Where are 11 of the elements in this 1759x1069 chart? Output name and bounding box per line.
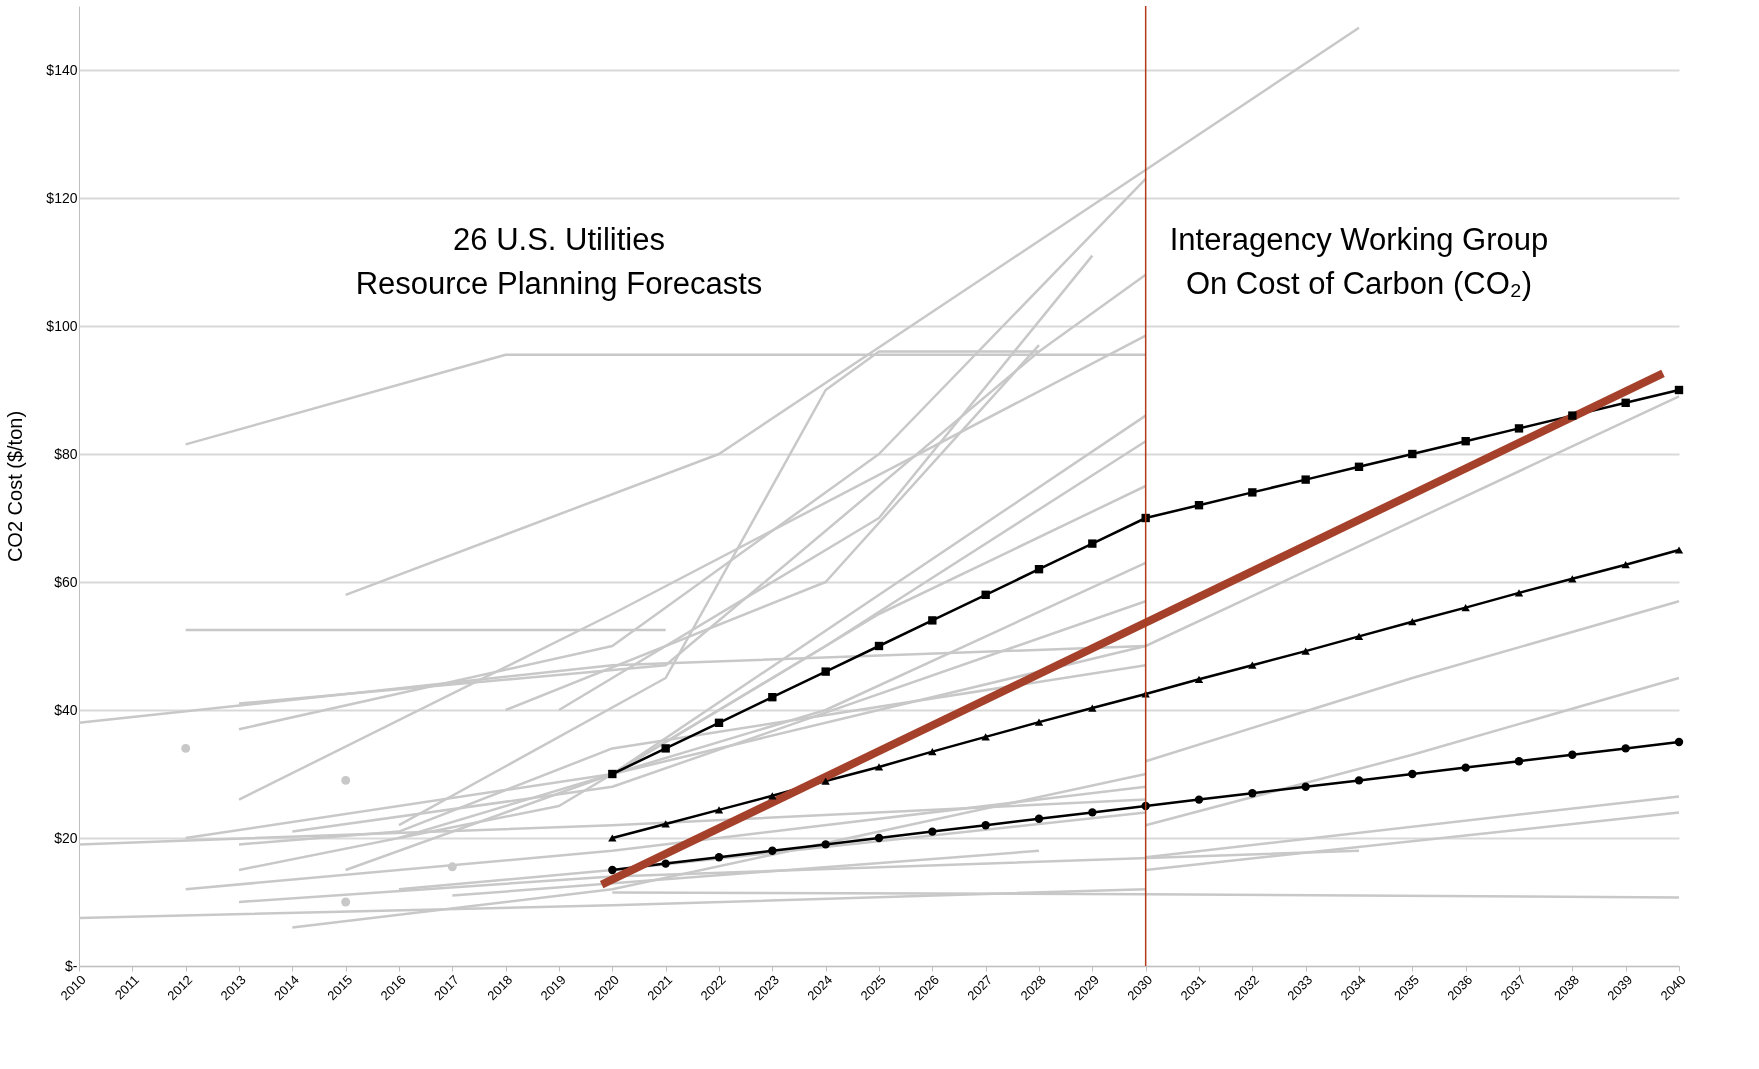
y-axis-title: CO2 Cost ($/ton): [4, 410, 27, 563]
y-tick-label: $20: [54, 829, 78, 846]
annotation: Interagency Working Group On Cost of Carbon (CO₂): [1169, 222, 1549, 302]
y-tick-label: $60: [54, 573, 78, 590]
y-tick-label: $100: [46, 317, 78, 334]
y-tick-label: $120: [46, 189, 78, 206]
y-tick-label: $-: [65, 957, 78, 974]
y-tick-label: $80: [54, 445, 78, 462]
annotation: 26 U.S. Utilities Resource Planning Forecasts: [355, 222, 763, 302]
y-tick-label: $140: [46, 61, 78, 78]
y-tick-label: $40: [54, 701, 78, 718]
